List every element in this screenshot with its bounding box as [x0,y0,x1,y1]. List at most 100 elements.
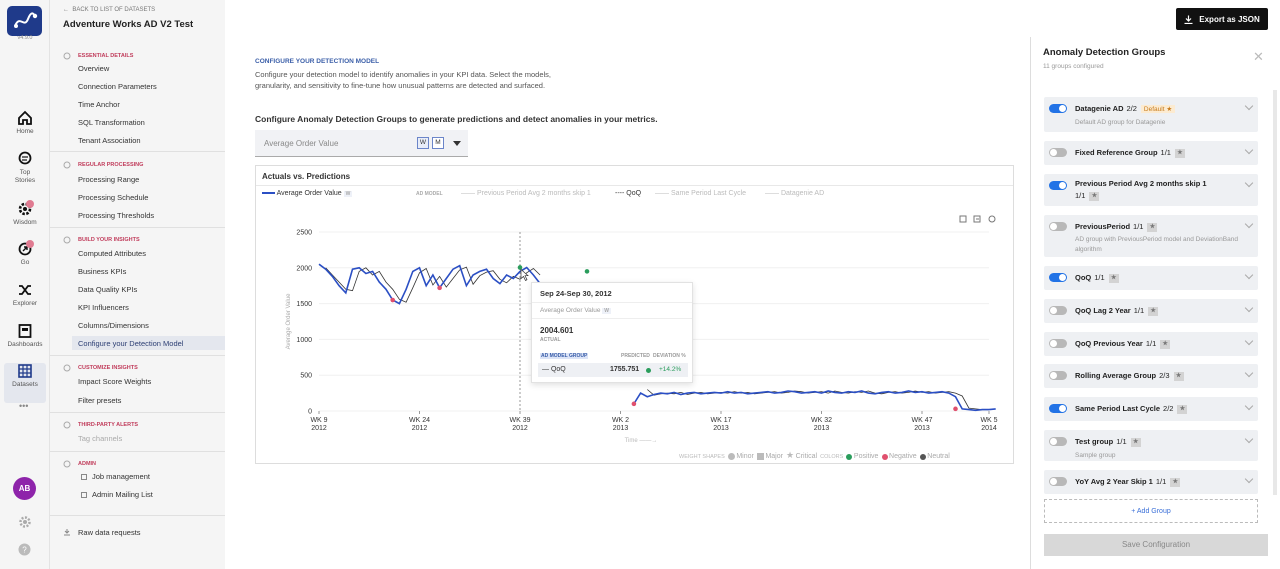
group-card[interactable]: Fixed Reference Group 1/1 ★ [1044,141,1258,165]
star-icon[interactable]: ★ [1174,148,1185,158]
nav-wisdom[interactable]: Wisdom [0,200,50,241]
sidebar-item-2[interactable]: Time Anchor [78,100,120,109]
sidebar-item-0[interactable]: Job management [81,472,150,481]
group-toggle[interactable] [1049,181,1067,190]
legend-model-same-period[interactable]: —— Same Period Last Cycle [655,190,747,197]
legend-model-datagenie[interactable]: —— Datagenie AD [765,190,825,197]
sidebar-item-2[interactable]: Data Quality KPIs [78,285,138,294]
sidebar-item-1[interactable]: Admin Mailing List [81,490,153,499]
chevron-down-icon[interactable] [1244,178,1254,188]
group-card[interactable]: Datagenie AD 2/2 Default ★ Default AD group… [1044,97,1258,132]
zoom-in-icon[interactable] [959,214,969,224]
group-card[interactable]: Previous Period Avg 2 months skip 1 1/1 ★ [1044,174,1258,206]
chevron-down-icon[interactable] [1244,434,1254,444]
star-icon[interactable]: ★ [1173,371,1184,381]
add-group-button[interactable]: + Add Group [1044,499,1258,523]
chevron-down-icon[interactable] [1244,401,1254,411]
sidebar-item-1[interactable]: Processing Schedule [78,193,149,202]
star-icon[interactable]: ★ [1130,437,1141,447]
more-icon[interactable]: ••• [19,401,29,411]
chevron-down-icon[interactable] [1244,474,1254,484]
group-name: YoY Avg 2 Year Skip 1 1/1 ★ [1075,477,1181,487]
x-axis-label: Time ——→ [625,438,658,444]
group-card[interactable]: Rolling Average Group 2/3 ★ [1044,364,1258,388]
nav-explorer[interactable]: Explorer [0,282,50,322]
nav-datasets[interactable]: Datasets [4,363,46,403]
sidebar-item-0[interactable]: Computed Attributes [78,249,146,258]
legend-actual[interactable]: Average Order Value W [262,190,353,197]
group-toggle[interactable] [1049,273,1067,282]
sidebar-item-5[interactable]: Configure your Detection Model [72,336,225,350]
group-toggle[interactable] [1049,306,1067,315]
chevron-down-icon[interactable] [453,141,461,146]
nav-label: Home [16,128,34,135]
chevron-down-icon[interactable] [1244,145,1254,155]
star-icon[interactable]: ★ [1089,191,1100,201]
help-icon[interactable]: ? [18,543,31,556]
legend-model-qoq[interactable]: ---- QoQ [615,190,642,197]
group-toggle[interactable] [1049,437,1067,446]
sidebar-item-2[interactable]: Processing Thresholds [78,211,155,220]
chevron-down-icon[interactable] [1244,368,1254,378]
y-tick-label: 2500 [296,230,312,237]
back-link[interactable]: ← BACK TO LIST OF DATASETS [63,7,156,13]
chevron-down-icon[interactable] [1244,336,1254,346]
star-icon[interactable]: ★ [1170,477,1181,487]
group-toggle[interactable] [1049,339,1067,348]
sidebar-item-0[interactable]: Processing Range [78,175,140,184]
settings-gear-icon[interactable] [18,515,32,529]
sidebar-item-0[interactable]: Overview [78,64,110,73]
nav-home[interactable]: Home [0,110,50,150]
group-toggle[interactable] [1049,148,1067,157]
chevron-down-icon[interactable] [1244,270,1254,280]
sidebar-item-3[interactable]: KPI Influencers [78,303,129,312]
sidebar-item-0[interactable]: Impact Score Weights [78,377,152,386]
grain-week-button[interactable]: W [417,137,429,149]
nav-top-stories[interactable]: Top Stories [0,151,50,191]
raw-data-requests-link[interactable]: Raw data requests [78,528,141,537]
sidebar-item-1[interactable]: Filter presets [78,396,122,405]
sidebar-item-3[interactable]: SQL Transformation [78,118,145,127]
star-icon[interactable]: ★ [1108,273,1119,283]
chevron-down-icon[interactable] [1244,219,1254,229]
x-tick-label: WK 32 [811,417,832,424]
group-card[interactable]: YoY Avg 2 Year Skip 1 1/1 ★ [1044,470,1258,494]
chevron-down-icon[interactable] [1244,303,1254,313]
group-card[interactable]: QoQ 1/1 ★ [1044,266,1258,290]
sidebar-item-1[interactable]: Business KPIs [78,267,127,276]
save-configuration-button[interactable]: Save Configuration [1044,534,1268,556]
group-toggle[interactable] [1049,222,1067,231]
group-card[interactable]: QoQ Previous Year 1/1 ★ [1044,332,1258,356]
chevron-down-icon[interactable] [1244,101,1254,111]
legend-model-prev-period[interactable]: —— Previous Period Avg 2 months skip 1 [461,190,591,197]
group-card[interactable]: PreviousPeriod 1/1 ★ AD group with Previous… [1044,215,1258,257]
avatar[interactable]: AB [13,477,36,500]
group-toggle[interactable] [1049,404,1067,413]
group-card[interactable]: Same Period Last Cycle 2/2 ★ [1044,397,1258,421]
kpi-select[interactable]: Average Order Value W M [255,130,468,157]
star-icon[interactable]: ★ [1177,404,1188,414]
star-icon[interactable]: ★ [1148,306,1159,316]
sidebar-item-4[interactable]: Tenant Association [78,136,141,145]
group-toggle[interactable] [1049,477,1067,486]
star-icon[interactable]: ★ [1147,222,1158,232]
group-card[interactable]: QoQ Lag 2 Year 1/1 ★ [1044,299,1258,323]
zoom-out-icon[interactable] [973,214,983,224]
reset-zoom-icon[interactable] [987,214,997,224]
group-card[interactable]: Test group 1/1 ★ Sample group [1044,430,1258,461]
nav-go[interactable]: Go [0,240,50,281]
panel-scrollbar[interactable] [1273,90,1277,495]
export-json-button[interactable]: Export as JSON [1176,8,1268,30]
sidebar-item-4[interactable]: Columns/Dimensions [78,321,149,330]
app-logo[interactable] [7,6,42,36]
group-toggle[interactable] [1049,371,1067,380]
star-icon[interactable]: ★ [1160,339,1171,349]
sidebar-item-1[interactable]: Connection Parameters [78,82,157,91]
nav-dashboards[interactable]: Dashboards [0,323,50,363]
tooltip-row-name: — QoQ [542,366,566,373]
sidebar-item-0[interactable]: Tag channels [78,434,123,443]
close-icon[interactable]: ✕ [1253,49,1264,64]
group-toggle[interactable] [1049,104,1067,113]
grain-month-button[interactable]: M [432,137,444,149]
